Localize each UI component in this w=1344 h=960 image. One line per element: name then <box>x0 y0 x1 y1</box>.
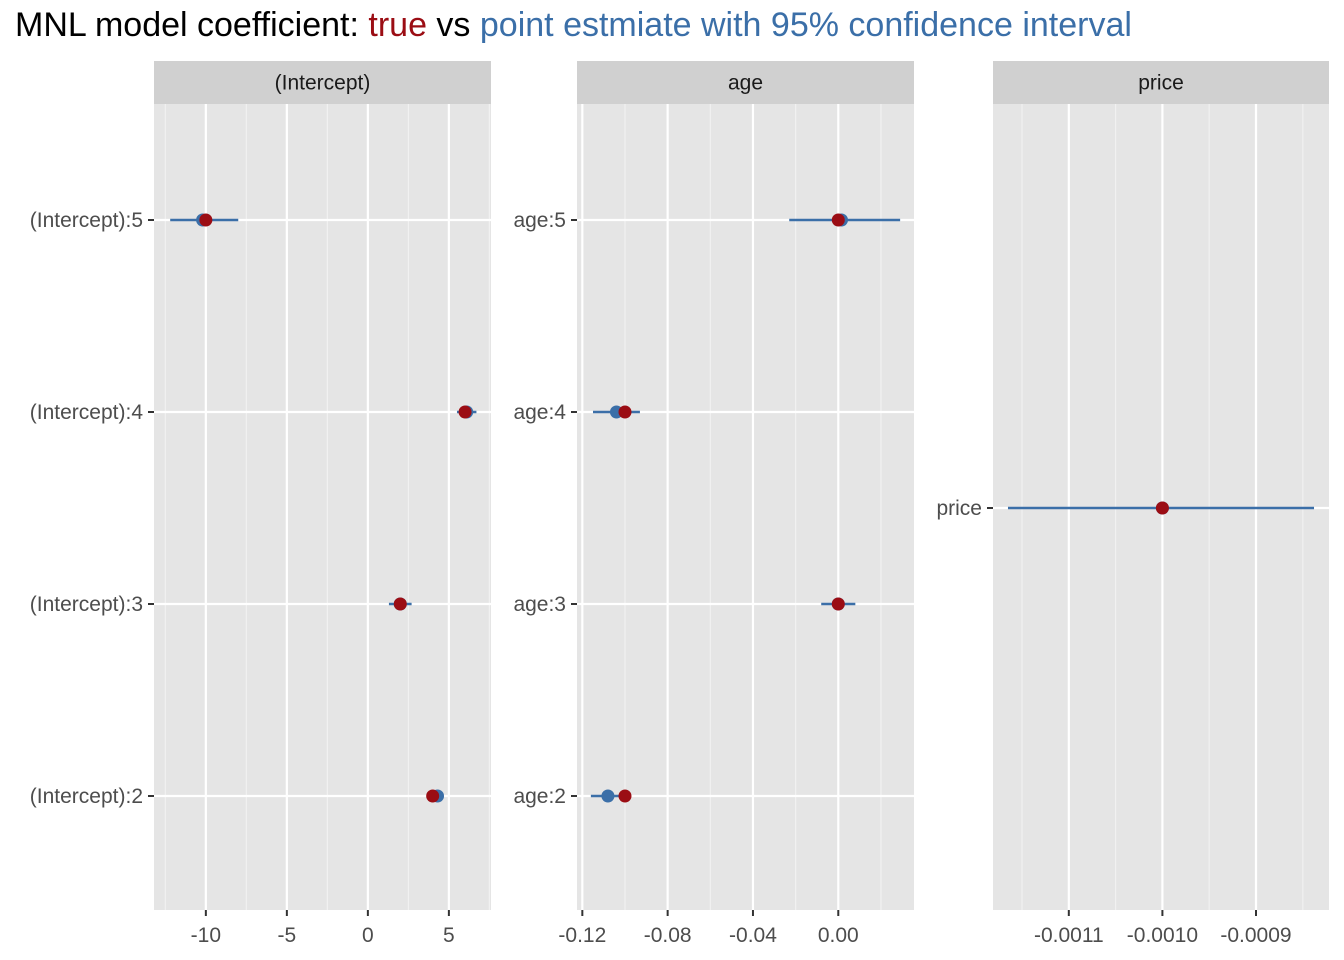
true-value-point <box>618 789 632 803</box>
y-tick-label: (Intercept):4 <box>30 401 144 424</box>
x-tick-label: -0.0009 <box>1220 924 1291 947</box>
x-tick-label: 5 <box>443 924 455 947</box>
true-value-point <box>426 789 440 803</box>
y-tick-label: (Intercept):3 <box>30 593 143 616</box>
x-tick-label: -0.04 <box>729 924 777 947</box>
title-estimate-label: point estmiate with 95% confidence inter… <box>479 6 1132 44</box>
y-tick-label: age:2 <box>513 785 566 808</box>
title-prefix: MNL model coefficient: <box>15 6 369 44</box>
y-tick-label: age:5 <box>513 209 566 232</box>
true-value-point <box>199 213 213 227</box>
title-middle: vs <box>426 6 480 44</box>
title-true-label: true <box>368 6 427 44</box>
facet-panel-intercept: (Intercept) -10 -5 0 5 (Intercept):5 (Intercep… <box>30 61 491 947</box>
y-tick-label: age:3 <box>513 593 566 616</box>
x-tick-label: -0.0011 <box>1034 924 1104 947</box>
facet-strip <box>993 61 1329 104</box>
panel-background <box>154 104 491 910</box>
facet-strip-label: price <box>1138 72 1184 95</box>
facet-strip-label: (Intercept) <box>275 72 371 95</box>
facet-panel-age: age -0.12 -0.08 -0.04 0.00 age:5 age:4 age:3 age… <box>513 61 914 947</box>
x-tick-label: -10 <box>191 924 221 947</box>
true-value-point <box>393 597 407 611</box>
facet-strip <box>154 61 491 104</box>
x-tick-label: 0.00 <box>818 924 859 947</box>
true-value-point <box>1155 501 1169 515</box>
x-tick-label: -0.0010 <box>1127 924 1198 947</box>
y-tick-label: (Intercept):2 <box>30 785 143 808</box>
y-tick-label: price <box>936 497 982 520</box>
x-tick-label: 0 <box>362 924 374 947</box>
facet-strip <box>577 61 914 104</box>
estimate-point <box>601 789 615 803</box>
x-tick-label: -0.08 <box>644 924 692 947</box>
true-value-point <box>831 213 845 227</box>
facet-strip-label: age <box>728 72 763 95</box>
true-value-point <box>618 405 632 419</box>
x-tick-label: -5 <box>278 924 297 947</box>
chart-title: MNL model coefficient: true vs point est… <box>15 6 1132 45</box>
panel-background <box>577 104 914 910</box>
facet-panel-price: price -0.0011 -0.0010 -0.0009 price <box>936 61 1329 947</box>
y-tick-label: age:4 <box>513 401 566 424</box>
x-tick-label: -0.12 <box>558 924 606 947</box>
true-value-point <box>831 597 845 611</box>
y-tick-label: (Intercept):5 <box>30 209 143 232</box>
true-value-point <box>458 405 472 419</box>
